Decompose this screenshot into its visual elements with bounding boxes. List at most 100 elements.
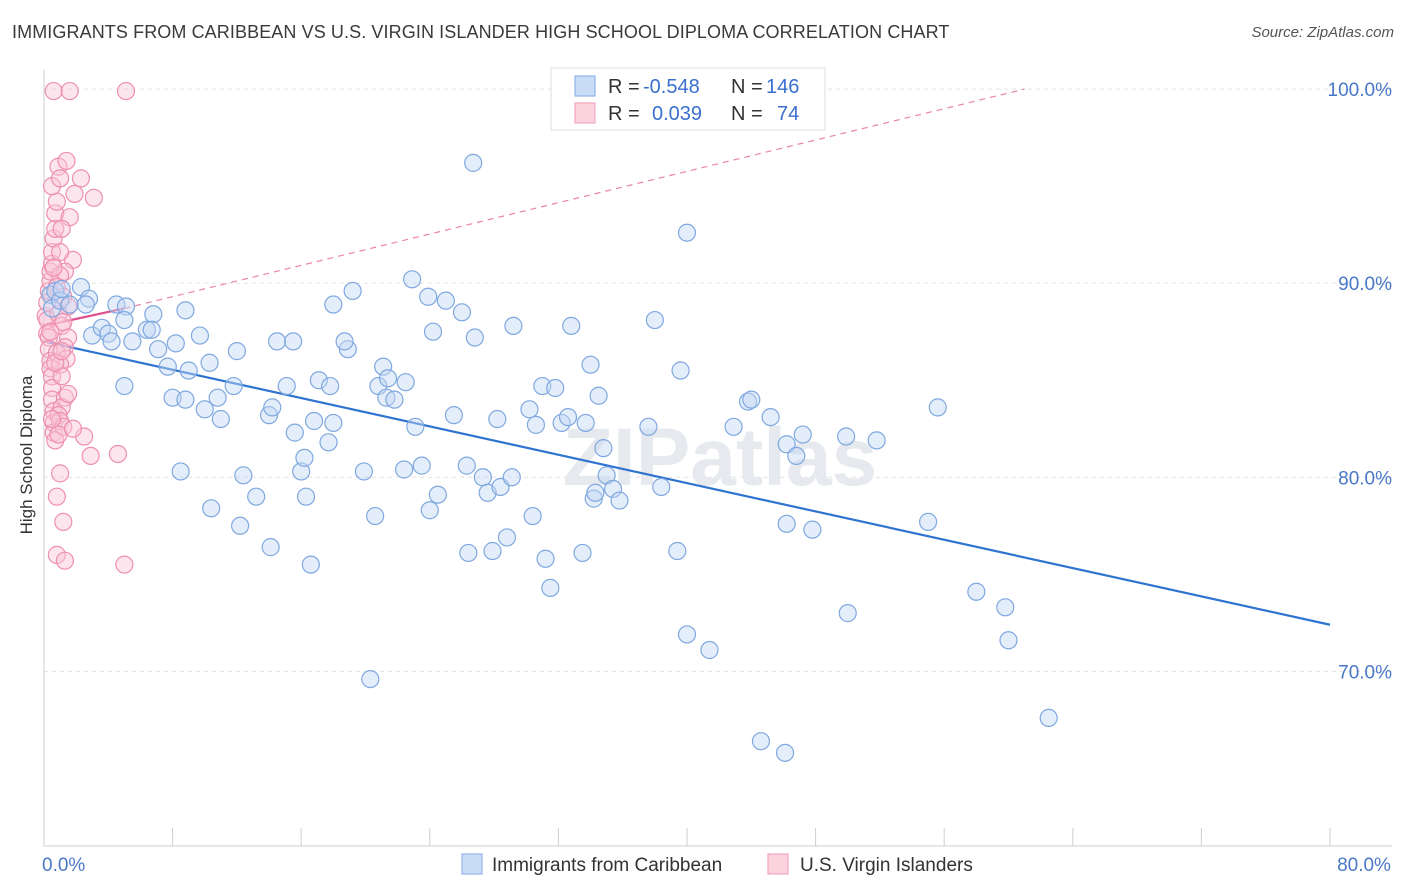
point-caribbean bbox=[102, 332, 121, 351]
point-caribbean bbox=[83, 326, 102, 345]
point-virgin-islanders bbox=[52, 219, 71, 238]
point-virgin-islanders bbox=[46, 431, 65, 450]
point-virgin-islanders bbox=[55, 551, 74, 570]
point-caribbean bbox=[406, 417, 425, 436]
point-caribbean bbox=[115, 376, 134, 396]
point-caribbean bbox=[319, 433, 338, 452]
point-caribbean bbox=[419, 287, 438, 306]
point-caribbean bbox=[536, 549, 555, 568]
point-caribbean bbox=[751, 732, 771, 751]
point-caribbean bbox=[208, 388, 227, 407]
point-caribbean bbox=[562, 316, 581, 335]
point-caribbean bbox=[464, 153, 483, 172]
point-caribbean bbox=[116, 297, 136, 316]
point-caribbean bbox=[179, 361, 198, 380]
point-caribbean bbox=[115, 310, 134, 330]
point-caribbean bbox=[321, 376, 340, 396]
point-caribbean bbox=[504, 316, 523, 335]
y-axis-label: High School Diploma bbox=[17, 375, 36, 534]
point-caribbean bbox=[452, 303, 472, 322]
point-caribbean bbox=[928, 398, 947, 417]
bottom-legend-label-virgin-islanders: U.S. Virgin Islanders bbox=[800, 855, 973, 876]
y-tick-label: 80.0% bbox=[1338, 468, 1392, 489]
legend-n-label: N = bbox=[731, 103, 763, 125]
point-caribbean bbox=[594, 439, 613, 458]
point-caribbean bbox=[473, 468, 492, 487]
point-caribbean bbox=[576, 413, 595, 433]
axes bbox=[43, 70, 1392, 847]
point-caribbean bbox=[227, 342, 246, 361]
point-caribbean bbox=[520, 400, 539, 419]
legend-swatch-virgin-islanders bbox=[574, 102, 596, 124]
point-caribbean bbox=[793, 425, 812, 444]
point-caribbean bbox=[52, 279, 71, 299]
point-caribbean bbox=[144, 305, 163, 324]
bottom-legend-label-caribbean: Immigrants from Caribbean bbox=[492, 855, 722, 876]
point-caribbean bbox=[1039, 708, 1058, 728]
point-caribbean bbox=[247, 487, 266, 506]
point-caribbean bbox=[292, 462, 311, 481]
legend-r-value-virgin-islanders: 0.039 bbox=[652, 103, 702, 125]
point-caribbean bbox=[149, 340, 168, 359]
point-virgin-islanders bbox=[108, 444, 128, 464]
point-caribbean bbox=[677, 625, 697, 644]
point-caribbean bbox=[412, 456, 431, 475]
point-caribbean bbox=[366, 506, 385, 526]
point-virgin-islanders bbox=[81, 446, 100, 466]
series-caribbean-points bbox=[41, 153, 1058, 762]
point-caribbean bbox=[967, 582, 986, 601]
point-caribbean bbox=[867, 431, 886, 450]
point-caribbean bbox=[309, 371, 328, 390]
point-caribbean bbox=[546, 378, 565, 398]
trend-line-caribbean bbox=[43, 340, 1331, 626]
point-caribbean bbox=[919, 512, 938, 531]
point-caribbean bbox=[200, 353, 219, 372]
point-caribbean bbox=[285, 423, 304, 442]
point-caribbean bbox=[267, 332, 287, 351]
point-virgin-islanders bbox=[42, 409, 62, 429]
point-caribbean bbox=[50, 291, 70, 310]
point-virgin-islanders bbox=[46, 353, 65, 372]
point-caribbean bbox=[677, 223, 697, 242]
point-caribbean bbox=[202, 499, 221, 518]
point-virgin-islanders bbox=[54, 512, 73, 531]
legend-swatch-caribbean bbox=[574, 75, 596, 97]
point-caribbean bbox=[652, 477, 671, 497]
point-virgin-islanders bbox=[54, 312, 73, 332]
legend-n-label: N = bbox=[731, 76, 763, 98]
y-tick-label: 70.0% bbox=[1338, 662, 1392, 683]
point-caribbean bbox=[497, 528, 517, 547]
point-caribbean bbox=[123, 332, 142, 351]
point-caribbean bbox=[190, 326, 210, 345]
grid-lines bbox=[44, 88, 1392, 672]
point-virgin-islanders bbox=[47, 487, 66, 506]
legend-r-value-caribbean: -0.548 bbox=[643, 76, 700, 98]
point-virgin-islanders bbox=[116, 81, 136, 101]
point-caribbean bbox=[261, 538, 280, 557]
point-caribbean bbox=[396, 373, 415, 392]
y-tick-label: 90.0% bbox=[1338, 274, 1392, 295]
point-caribbean bbox=[176, 301, 195, 320]
legend-n-value-caribbean: 146 bbox=[766, 76, 799, 98]
point-caribbean bbox=[603, 479, 623, 499]
point-caribbean bbox=[335, 332, 354, 351]
point-caribbean bbox=[610, 491, 629, 510]
point-caribbean bbox=[742, 390, 761, 409]
point-caribbean bbox=[354, 462, 373, 481]
point-caribbean bbox=[385, 390, 404, 409]
point-caribbean bbox=[304, 411, 324, 431]
point-virgin-islanders bbox=[47, 192, 66, 211]
point-caribbean bbox=[777, 514, 796, 533]
legend-r-label: R = bbox=[608, 103, 640, 125]
point-caribbean bbox=[46, 281, 65, 301]
tick-labels: 100.0% 90.0% 80.0% 70.0% 0.0% 80.0% bbox=[42, 80, 1392, 876]
point-virgin-islanders bbox=[41, 322, 60, 341]
point-caribbean bbox=[277, 376, 296, 396]
point-virgin-islanders bbox=[50, 169, 70, 188]
point-caribbean bbox=[573, 543, 592, 563]
point-caribbean bbox=[558, 407, 578, 427]
point-caribbean bbox=[420, 501, 439, 520]
point-virgin-islanders bbox=[60, 81, 79, 101]
point-virgin-islanders bbox=[59, 384, 78, 403]
